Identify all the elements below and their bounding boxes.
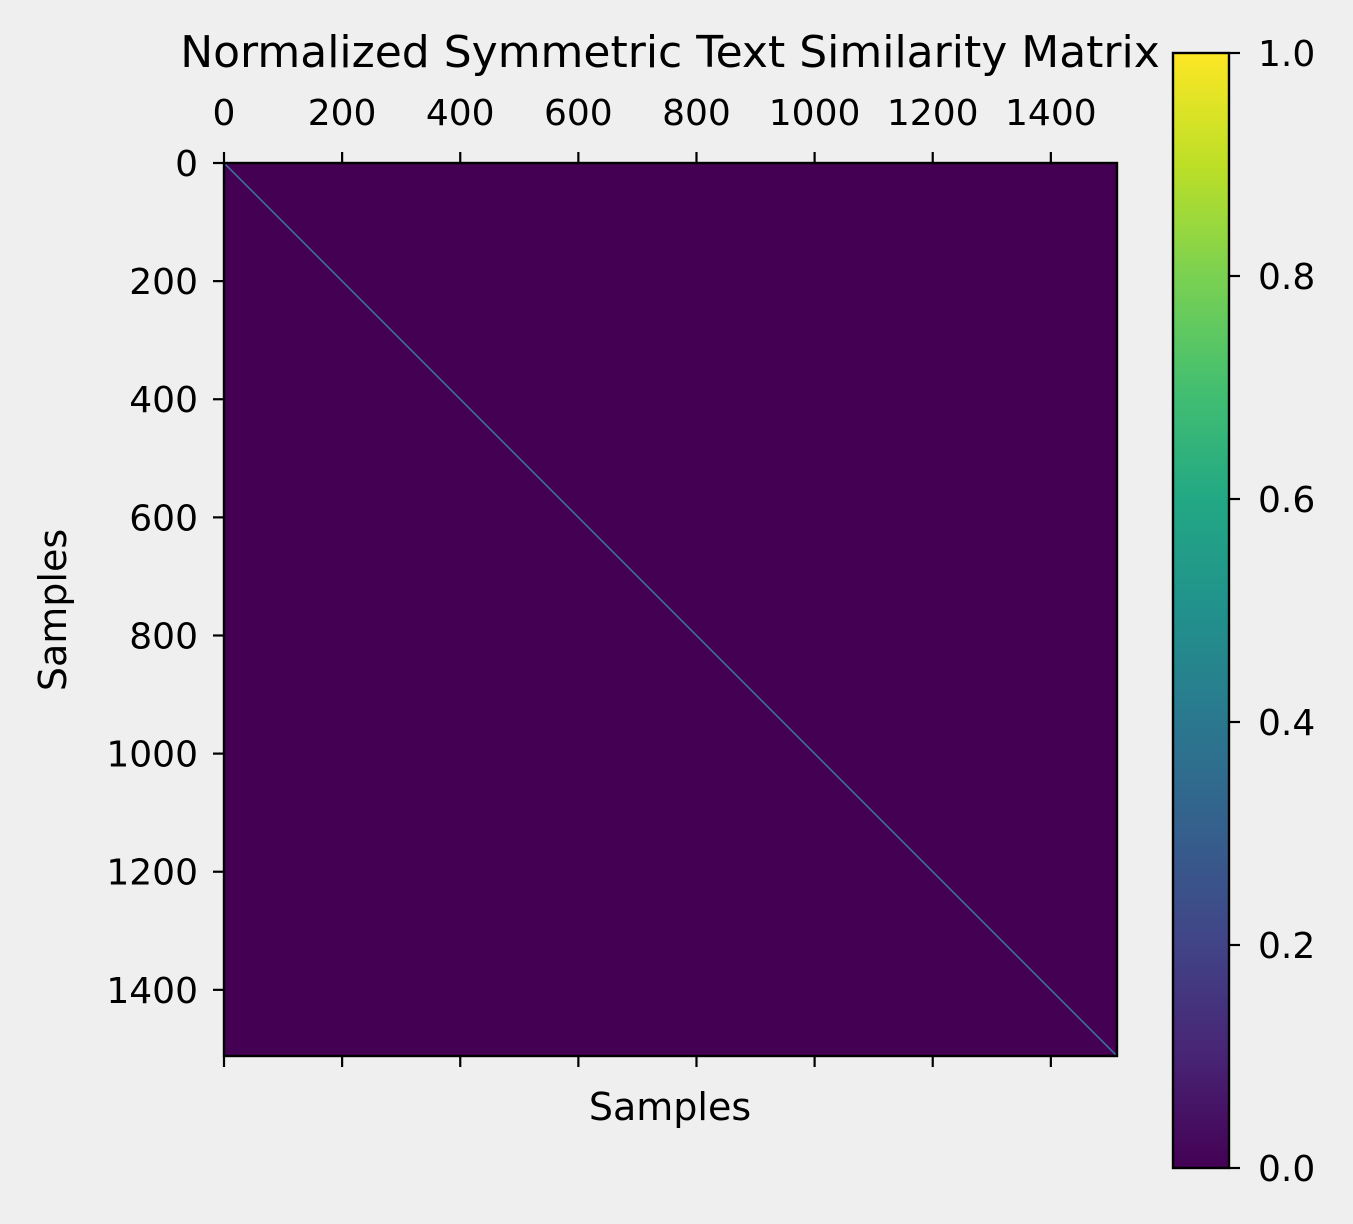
x-tick-label: 400 [426, 93, 495, 134]
y-tick-label: 1200 [106, 853, 198, 894]
heatmap-frame [222, 161, 1119, 1058]
colorbar-tick-label: 0.2 [1258, 926, 1315, 967]
colorbar-tick-label: 0.8 [1258, 257, 1315, 298]
y-tick-label: 600 [129, 498, 198, 539]
colorbar-tick-label: 0.6 [1258, 480, 1315, 521]
colorbar-tick-label: 0.4 [1258, 703, 1315, 744]
x-axis-ticks-bottom [222, 1056, 1052, 1067]
colorbar-tick-label: 1.0 [1258, 34, 1315, 75]
colorbar: 0.0 0.2 0.4 0.6 0.8 1.0 [1171, 34, 1315, 1190]
x-tick-label: 1400 [1005, 93, 1097, 134]
y-axis-ticks: 0 200 400 600 800 1000 1200 1400 [106, 144, 224, 1012]
x-tick-label: 600 [544, 93, 613, 134]
y-axis-label: Samples [31, 529, 75, 691]
x-tick-label: 0 [213, 93, 236, 134]
y-tick-label: 800 [129, 616, 198, 657]
chart-title: Normalized Symmetric Text Similarity Mat… [180, 27, 1160, 78]
y-tick-label: 0 [175, 144, 198, 185]
heatmap-area [222, 161, 1119, 1058]
x-tick-label: 1200 [887, 93, 979, 134]
colorbar-tick-label: 0.0 [1258, 1149, 1315, 1190]
x-tick-label: 1000 [769, 93, 861, 134]
colorbar-ticks: 0.0 0.2 0.4 0.6 0.8 1.0 [1229, 34, 1315, 1190]
y-tick-label: 200 [129, 262, 198, 303]
x-axis-label: Samples [589, 1085, 751, 1129]
y-tick-label: 1400 [106, 971, 198, 1012]
x-tick-label: 200 [308, 93, 377, 134]
x-axis-ticks-top: 0 200 400 600 800 1000 1200 1400 [213, 93, 1097, 163]
colorbar-gradient [1171, 51, 1231, 1170]
y-tick-label: 1000 [106, 735, 198, 776]
y-tick-label: 400 [129, 380, 198, 421]
heatmap-diagonal [223, 162, 1118, 1057]
x-tick-label: 800 [662, 93, 731, 134]
